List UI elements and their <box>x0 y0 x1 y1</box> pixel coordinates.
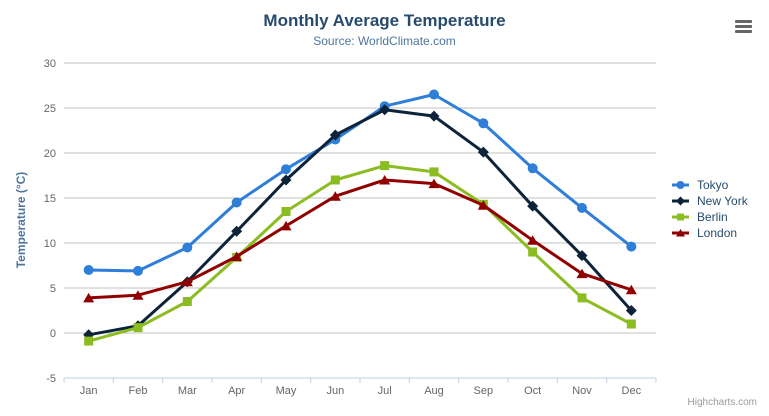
legend-label: London <box>697 226 738 240</box>
marker-new-york-jun[interactable] <box>329 129 341 141</box>
y-axis-label: 25 <box>44 103 56 115</box>
marker-berlin-nov[interactable] <box>577 293 587 303</box>
marker-london-jan[interactable] <box>83 292 95 303</box>
marker-new-york-aug[interactable] <box>428 110 440 122</box>
legend-marker-square-icon <box>672 213 689 221</box>
legend-item-berlin[interactable]: Berlin <box>672 209 748 225</box>
x-axis-label: Aug <box>424 385 444 397</box>
marker-tokyo-dec[interactable] <box>626 241 637 252</box>
legend-marker-circle-icon <box>672 181 689 189</box>
y-axis-label: 10 <box>44 238 56 250</box>
series-line-berlin[interactable] <box>87 164 633 343</box>
y-axis-label: 20 <box>44 148 56 160</box>
series-line-new-york[interactable] <box>87 108 633 337</box>
marker-london-apr[interactable] <box>231 251 243 262</box>
x-axis-label: Nov <box>572 385 592 397</box>
legend-symbol-marker <box>676 229 685 237</box>
marker-berlin-mar[interactable] <box>182 297 192 306</box>
hamburger-icon <box>735 19 752 23</box>
marker-tokyo-mar[interactable] <box>182 242 193 253</box>
marker-london-oct[interactable] <box>527 235 539 245</box>
x-axis-label: Oct <box>524 385 541 397</box>
chart-title: Monthly Average Temperature <box>263 11 506 30</box>
x-axis-label: Dec <box>622 385 642 397</box>
marker-berlin-aug[interactable] <box>429 167 439 177</box>
legend-item-tokyo[interactable]: Tokyo <box>672 177 748 193</box>
chart-subtitle: Source: WorldClimate.com <box>313 34 456 48</box>
marker-berlin-feb[interactable] <box>133 323 143 333</box>
marker-new-york-nov[interactable] <box>576 250 588 262</box>
marker-new-york-dec[interactable] <box>625 305 637 316</box>
y-axis-label: -5 <box>46 373 56 385</box>
marker-london-dec[interactable] <box>625 284 637 295</box>
marker-london-feb[interactable] <box>132 290 144 300</box>
legend-marker-diamond-icon <box>672 196 689 206</box>
x-axis-label: Mar <box>178 385 197 397</box>
legend-item-new-york[interactable]: New York <box>672 193 748 209</box>
marker-tokyo-oct[interactable] <box>527 163 538 174</box>
legend-label: New York <box>697 194 748 208</box>
legend-label: Berlin <box>697 210 728 224</box>
legend-marker-triangle-icon <box>672 229 689 237</box>
y-axis-label: 0 <box>50 328 56 340</box>
marker-berlin-jun[interactable] <box>330 175 340 185</box>
legend-symbol-marker <box>677 213 684 221</box>
marker-berlin-may[interactable] <box>281 207 291 216</box>
x-axis-label: May <box>276 385 297 397</box>
marker-london-aug[interactable] <box>428 178 440 189</box>
marker-london-nov[interactable] <box>576 268 588 279</box>
series-line-london[interactable] <box>87 178 633 300</box>
y-axis-label: 5 <box>50 283 56 295</box>
legend-symbol-marker <box>676 181 685 189</box>
x-axis-label: Jul <box>378 385 392 397</box>
y-axis-label: 15 <box>44 193 56 205</box>
x-axis-label: Jun <box>326 385 344 397</box>
legend-label: Tokyo <box>697 178 729 192</box>
marker-tokyo-sep[interactable] <box>478 118 489 129</box>
marker-london-jun[interactable] <box>329 191 341 201</box>
marker-tokyo-apr[interactable] <box>231 197 242 208</box>
marker-berlin-jul[interactable] <box>380 161 390 171</box>
x-axis-label: Feb <box>129 385 148 397</box>
marker-new-york-sep[interactable] <box>477 146 489 158</box>
marker-london-sep[interactable] <box>477 200 489 210</box>
legend: Tokyo New York Berlin London <box>672 177 748 241</box>
marker-tokyo-nov[interactable] <box>577 202 587 213</box>
credits-link[interactable]: Highcharts.com <box>687 397 757 408</box>
hamburger-icon <box>735 24 752 28</box>
marker-new-york-jul[interactable] <box>379 104 391 116</box>
marker-tokyo-aug[interactable] <box>429 89 439 100</box>
marker-london-may[interactable] <box>280 220 292 231</box>
marker-tokyo-jan[interactable] <box>83 265 94 275</box>
legend-symbol-marker <box>676 196 685 206</box>
marker-london-mar[interactable] <box>181 276 193 287</box>
marker-tokyo-may[interactable] <box>281 164 291 175</box>
hamburger-icon <box>735 29 752 33</box>
marker-berlin-dec[interactable] <box>626 319 636 329</box>
y-axis-title: Temperature (°C) <box>14 171 28 269</box>
export-menu-button[interactable] <box>732 16 756 36</box>
marker-tokyo-feb[interactable] <box>133 265 143 276</box>
marker-berlin-oct[interactable] <box>528 247 538 257</box>
legend-item-london[interactable]: London <box>672 225 748 241</box>
x-axis-label: Apr <box>228 385 245 397</box>
y-axis-label: 30 <box>44 58 56 70</box>
marker-new-york-oct[interactable] <box>527 200 539 212</box>
marker-new-york-may[interactable] <box>280 174 292 186</box>
x-axis-label: Sep <box>474 385 494 397</box>
x-axis-label: Jan <box>80 385 98 397</box>
marker-london-jul[interactable] <box>379 175 391 185</box>
marker-berlin-jan[interactable] <box>84 336 94 346</box>
marker-new-york-apr[interactable] <box>231 225 243 237</box>
